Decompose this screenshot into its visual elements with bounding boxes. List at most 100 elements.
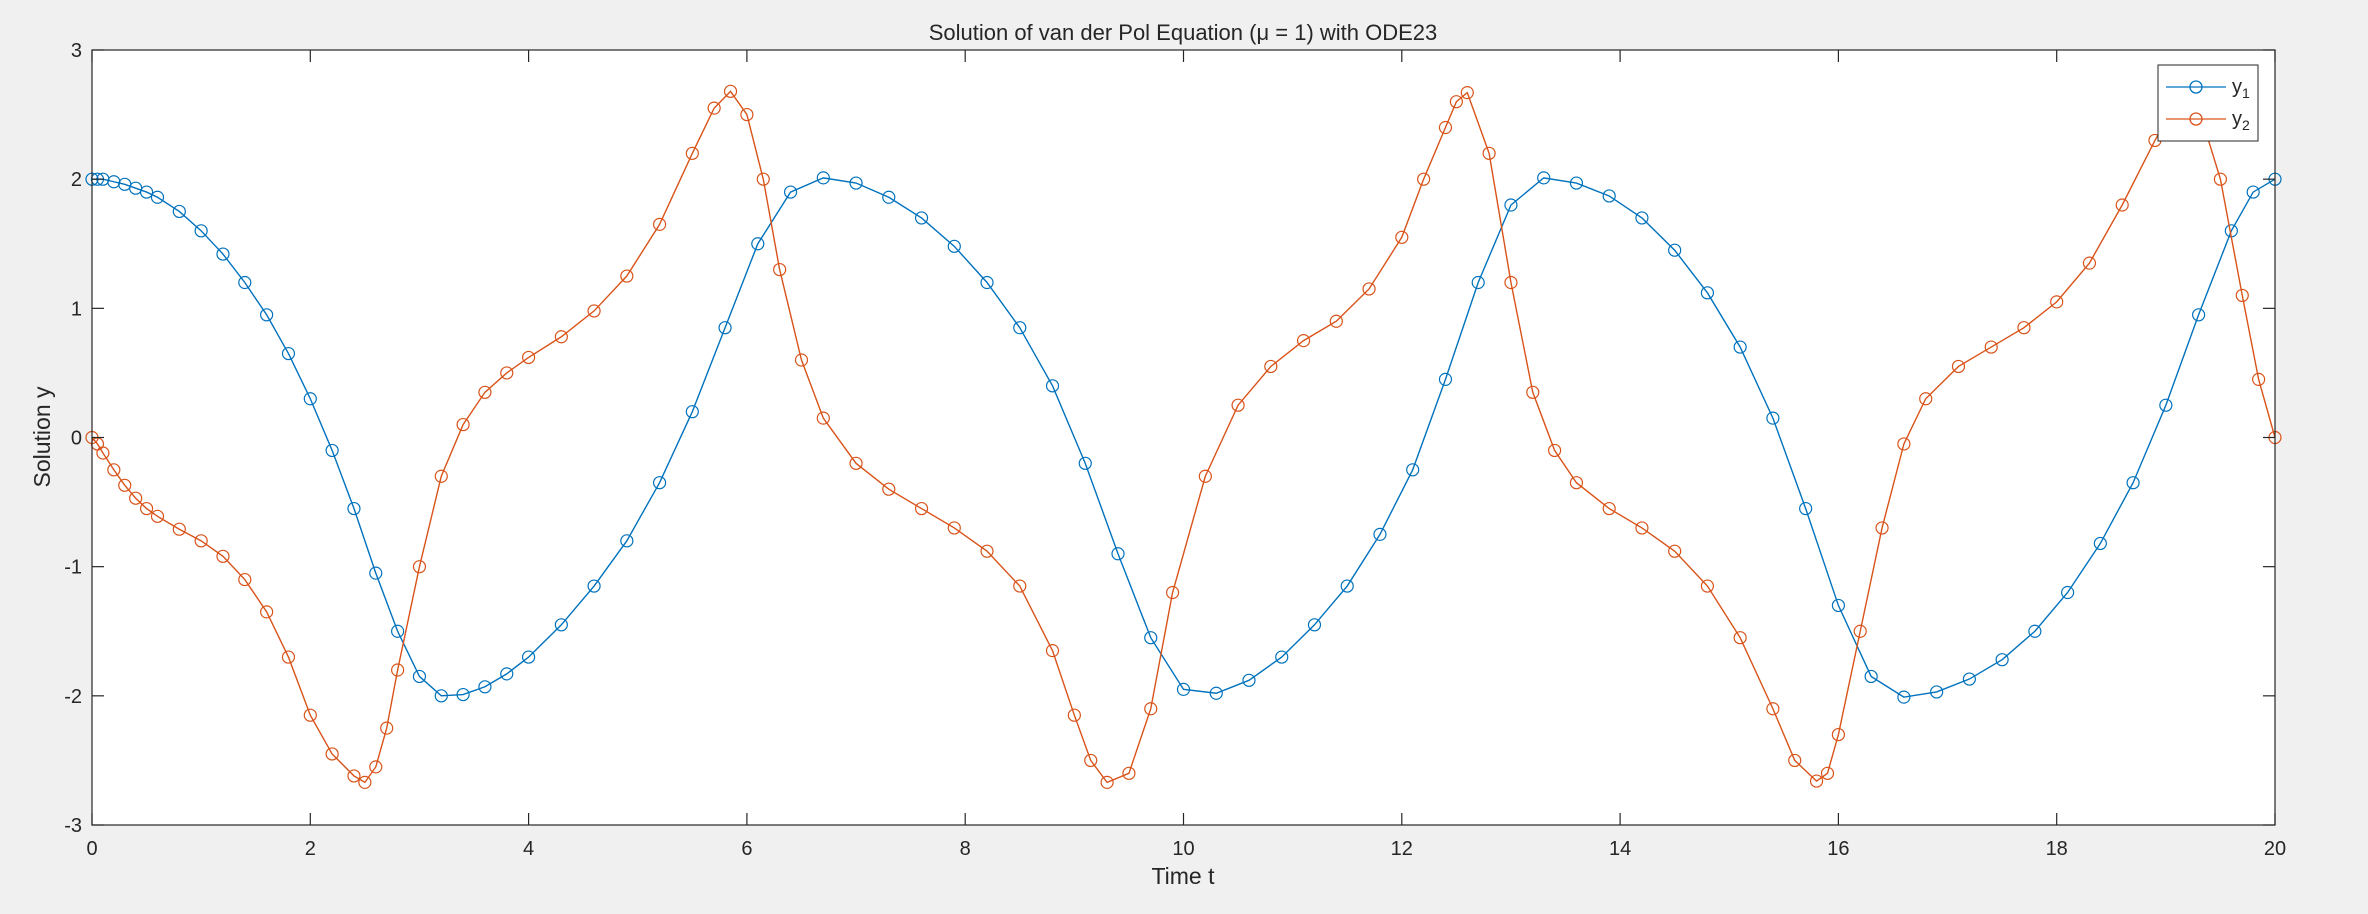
data-point <box>1013 579 1027 593</box>
data-point <box>260 605 274 619</box>
data-point <box>1526 385 1540 399</box>
data-point <box>1067 708 1081 722</box>
data-point <box>478 680 492 694</box>
data-point <box>1406 463 1420 477</box>
data-point <box>1264 359 1278 374</box>
data-point <box>2050 295 2064 309</box>
data-point <box>380 721 394 735</box>
data-point <box>783 185 798 199</box>
data-point <box>1766 702 1780 716</box>
data-point <box>1733 340 1747 354</box>
data-point <box>2235 288 2249 303</box>
data-point <box>849 456 863 470</box>
data-point <box>358 775 372 789</box>
legend-label-y2: y2 <box>2232 108 2250 133</box>
data-point <box>1951 359 1966 374</box>
data-point <box>1013 321 1027 335</box>
data-point <box>456 687 470 702</box>
legend-marker-y2 <box>2189 112 2203 126</box>
data-point <box>751 237 765 251</box>
legend-entry-y2: y2 <box>2166 108 2250 133</box>
data-point <box>150 509 165 523</box>
data-point <box>150 190 165 204</box>
data-point <box>882 190 896 204</box>
y-tick-label: 0 <box>71 428 82 450</box>
data-point <box>1831 598 1846 613</box>
data-point <box>1362 282 1376 296</box>
data-point <box>1602 501 1616 516</box>
data-point <box>1438 372 1453 386</box>
data-point <box>434 469 448 483</box>
data-point <box>2126 476 2140 490</box>
legend-label-y1: y1 <box>2232 76 2250 101</box>
data-point <box>478 385 492 399</box>
data-point <box>129 491 143 505</box>
data-point <box>794 353 809 367</box>
data-point <box>260 308 274 322</box>
data-point <box>1100 775 1114 789</box>
data-point <box>1766 411 1780 425</box>
data-point <box>1668 243 1682 257</box>
y-axis-label: Solution y <box>29 386 55 488</box>
data-point <box>947 521 961 535</box>
data-point <box>1275 650 1289 664</box>
data-point <box>1864 669 1878 684</box>
data-point <box>1482 146 1496 160</box>
legend-marker-y1 <box>2189 80 2203 94</box>
data-point <box>1569 476 1584 490</box>
data-point <box>1635 211 1649 225</box>
legend-label-main-y1: y <box>2232 76 2242 98</box>
data-point <box>1788 753 1802 768</box>
data-point <box>723 84 738 98</box>
chart-title: Solution of van der Pol Equation (μ = 1)… <box>929 20 1438 45</box>
y-tick-label: -3 <box>64 815 82 837</box>
data-point <box>816 411 830 425</box>
data-point <box>107 463 121 477</box>
data-point <box>281 650 296 664</box>
axes-background <box>92 50 2275 825</box>
data-point <box>303 708 317 722</box>
data-point <box>2192 308 2206 322</box>
x-tick-group: 0 2 4 6 8 10 12 14 16 18 20 <box>86 50 2286 860</box>
x-tick-label: 12 <box>1391 838 1413 860</box>
data-point <box>1111 547 1125 561</box>
data-point <box>685 405 699 419</box>
data-point <box>587 304 601 318</box>
x-tick-label: 10 <box>1172 838 1194 860</box>
data-point <box>1569 176 1584 190</box>
y-tick-label: -1 <box>64 557 82 579</box>
data-point <box>521 650 536 664</box>
data-point <box>118 478 132 492</box>
data-point <box>2115 198 2129 212</box>
legend: y1 y2 <box>2157 64 2259 142</box>
data-point <box>325 443 339 458</box>
data-point <box>1438 120 1453 135</box>
data-point <box>139 185 154 199</box>
x-tick-label: 18 <box>2046 838 2068 860</box>
data-point <box>1809 774 1824 788</box>
data-point <box>347 769 361 783</box>
data-point <box>238 572 252 587</box>
data-point <box>1242 673 1256 687</box>
data-point <box>391 663 405 677</box>
legend-label-sub-y2: 2 <box>2242 117 2250 133</box>
data-point <box>412 560 427 574</box>
data-point <box>652 476 667 490</box>
data-point <box>740 107 754 122</box>
series-y1 <box>85 171 2282 704</box>
data-point <box>2061 585 2075 600</box>
data-point <box>139 501 154 516</box>
data-point <box>500 667 514 681</box>
data-point <box>980 544 994 558</box>
legend-label-main-y2: y <box>2232 108 2242 130</box>
data-point <box>2246 185 2260 199</box>
data-point <box>1537 171 1551 185</box>
data-point <box>1307 618 1322 632</box>
data-point <box>1078 456 1092 470</box>
data-point <box>1875 521 1889 535</box>
data-point <box>1417 172 1431 186</box>
series-line <box>92 177 2276 698</box>
data-point <box>2093 536 2107 551</box>
data-point <box>1460 86 1474 100</box>
legend-box <box>2157 64 2259 142</box>
